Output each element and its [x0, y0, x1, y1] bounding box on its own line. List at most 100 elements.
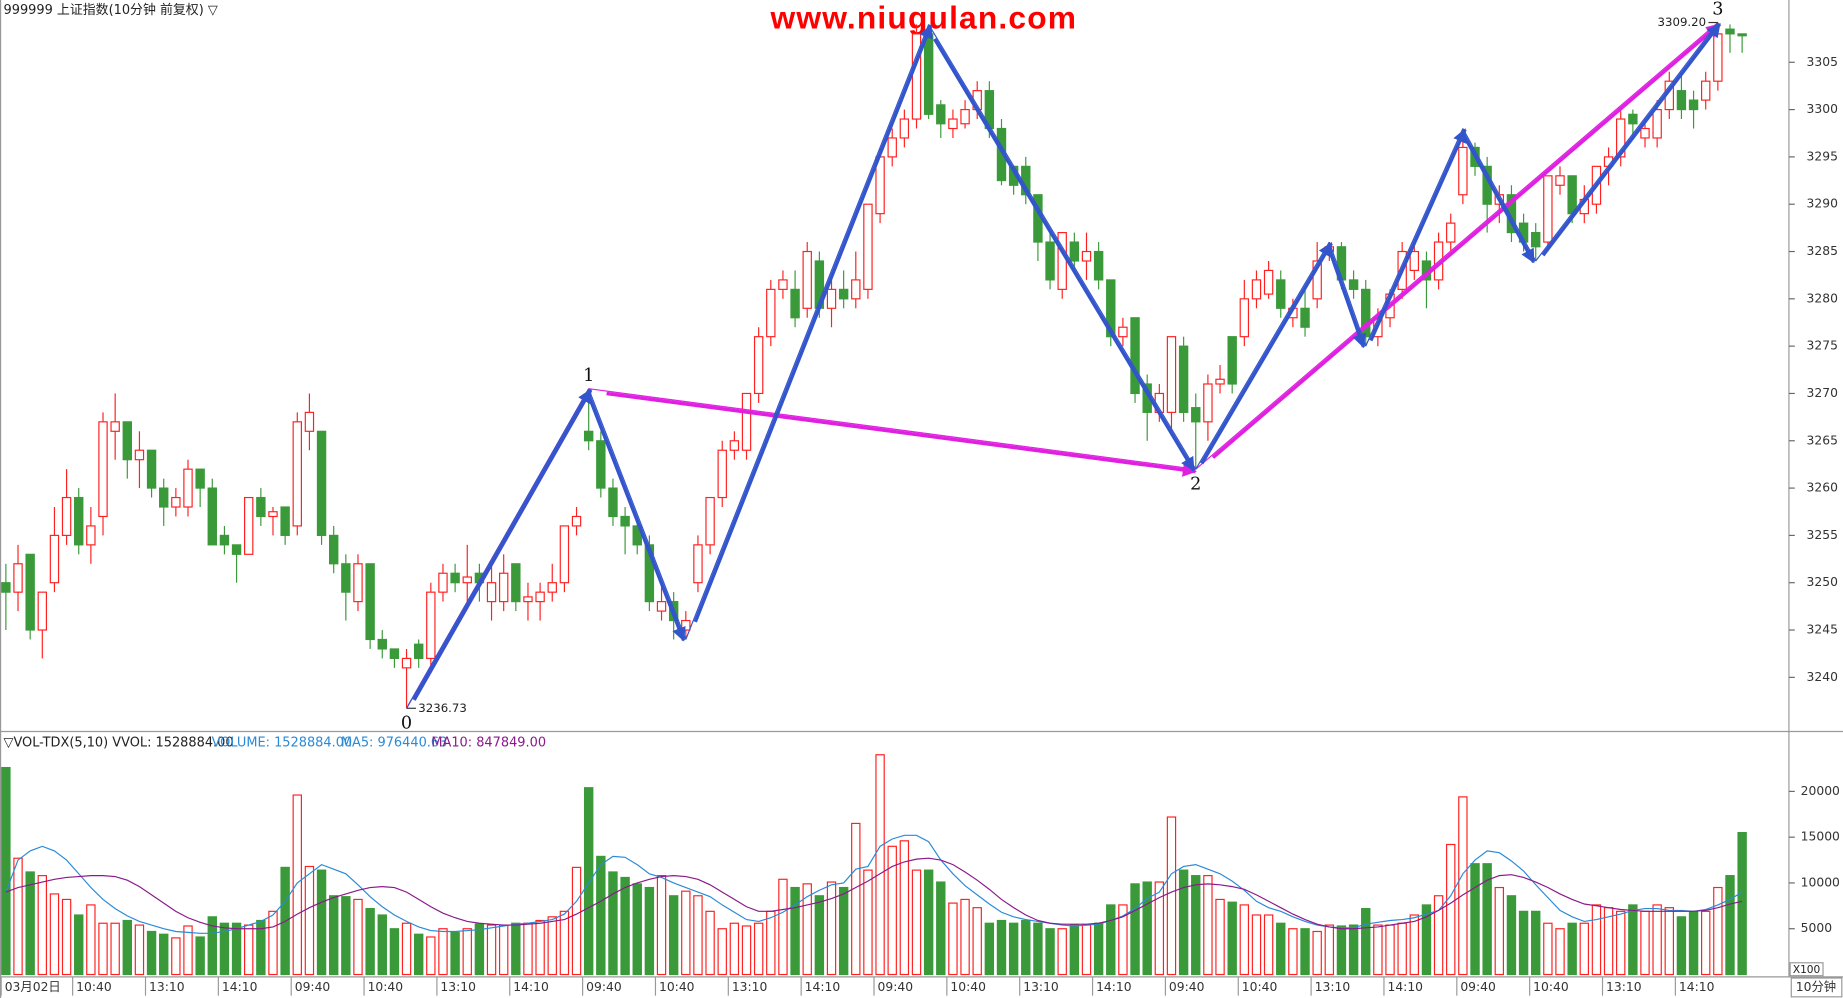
volume-bar [1239, 904, 1250, 976]
x-tick-label: 13:10 [1023, 980, 1059, 994]
candle-body [1737, 33, 1747, 37]
volume-bar [304, 865, 315, 976]
volume-bar [1154, 881, 1165, 976]
sub_waves-connector [685, 24, 930, 640]
volume-bar [632, 883, 642, 976]
x-tick-label: 14:10 [513, 980, 549, 994]
volume-bar [401, 922, 412, 976]
volume-bar [1130, 883, 1140, 976]
candle-body [268, 511, 278, 518]
candle-body [1531, 232, 1541, 248]
x-tick-label: 10:40 [950, 980, 986, 994]
y-tick-label: 3280 [1807, 291, 1839, 305]
candle-body [1543, 175, 1553, 243]
candle-body [717, 449, 727, 499]
candle-body [389, 648, 400, 659]
candle-body [450, 572, 460, 584]
candle-body [1130, 317, 1140, 395]
y-tick-label: 3290 [1807, 197, 1839, 211]
candle-body [171, 496, 181, 508]
candle-body [1701, 80, 1711, 101]
volume-bar [741, 925, 752, 976]
volume-bar [1021, 919, 1031, 976]
volume-bar [49, 893, 60, 976]
candle-body [923, 33, 934, 115]
candle-body [1045, 241, 1055, 281]
volume-bar [547, 916, 557, 976]
sub_waves-arrow [587, 396, 686, 642]
volume-bar [814, 895, 825, 976]
volume-bar [1688, 910, 1699, 976]
volume-bar [1227, 901, 1237, 976]
sub_waves-arrow [933, 38, 1196, 472]
candle-body [1446, 222, 1456, 243]
candle-body [256, 496, 266, 518]
sub_waves-connector [928, 24, 1197, 470]
volume-bar [353, 898, 363, 976]
volume-bar [790, 886, 800, 976]
volume-bar [195, 936, 205, 976]
candle-body [1118, 326, 1128, 338]
volume-bar [122, 919, 132, 976]
sub_waves-arrow [1369, 128, 1467, 342]
y-tick-label: 3260 [1807, 481, 1839, 495]
x-tick-label: 14:10 [222, 980, 258, 994]
volume-bar [1348, 924, 1359, 976]
volume-bar [1701, 910, 1711, 976]
x-tick-label: 09:40 [878, 980, 914, 994]
sub_waves-connector [406, 388, 590, 709]
sub_waves-connector [1462, 128, 1537, 262]
volume-bar [13, 857, 23, 976]
candle-body [1725, 28, 1735, 35]
sub_waves-connector [1195, 241, 1330, 470]
candle-body [98, 421, 108, 518]
candle-body [486, 582, 497, 603]
candle-body [523, 596, 533, 603]
candle-body [13, 563, 23, 593]
candle-body [766, 288, 776, 338]
candle-body [341, 563, 351, 593]
volume-bar [802, 883, 812, 976]
candle-body [183, 468, 193, 508]
volume-bar [729, 922, 740, 976]
x-tick-label: 09:40 [1169, 980, 1205, 994]
candle-body [61, 496, 72, 536]
volume-bar [365, 908, 375, 976]
candle-body [705, 496, 715, 546]
candle-body [583, 430, 594, 442]
volume-bar [838, 886, 849, 976]
volume-y-tick-label: 10000 [1801, 875, 1840, 889]
volume-bar [1494, 886, 1505, 976]
wave-label: 0 [401, 714, 412, 734]
candle-body [1688, 99, 1699, 111]
volume-bar [753, 922, 764, 976]
volume-bar [244, 924, 254, 976]
candle-body [790, 288, 800, 319]
volume-label: VOLUME: 1528884.00 [212, 736, 353, 751]
candle-body [729, 440, 740, 451]
candle-body [353, 563, 363, 603]
y-tick-label: 3240 [1807, 670, 1839, 684]
volume-bar [1446, 843, 1456, 976]
candle-body [413, 643, 424, 659]
candle-body [401, 657, 412, 669]
volume-bar [875, 754, 885, 976]
volume-bar [1276, 922, 1286, 976]
sub_waves-connector [1365, 128, 1464, 347]
candle-body [462, 576, 472, 584]
y-tick-label: 3300 [1807, 102, 1839, 116]
candle-body [280, 506, 290, 536]
candle-body [231, 544, 242, 555]
volume-bar [911, 869, 922, 976]
volume-bar [863, 869, 873, 976]
volume-bar [705, 910, 715, 976]
volume-header: ▽VOL-TDX(5,10) VVOL: 1528884.00 [4, 736, 234, 751]
candle-body [1555, 175, 1565, 186]
waves-arrow [1211, 22, 1721, 459]
y-tick-label: 3255 [1807, 528, 1838, 542]
volume-bar [1591, 904, 1602, 976]
candle-body [438, 572, 448, 593]
volume-bar [1008, 922, 1019, 976]
candle-body [244, 496, 254, 555]
waves-connector [588, 388, 1196, 470]
